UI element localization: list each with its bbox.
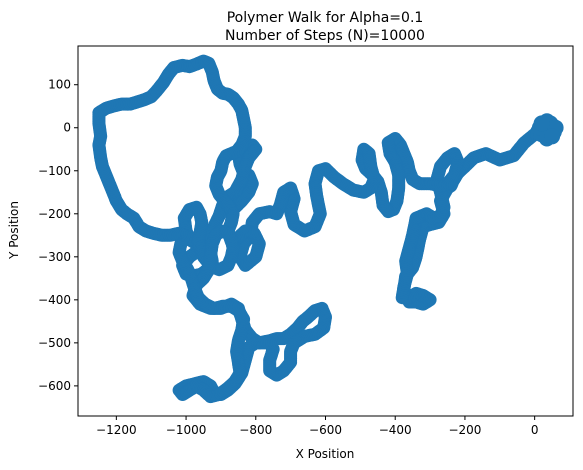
y-tick-label: −400 <box>38 293 71 307</box>
y-axis-label: Y Position <box>7 201 21 260</box>
y-tick-label: −500 <box>38 336 71 350</box>
y-tick-label: −200 <box>38 207 71 221</box>
x-tick-label: −1200 <box>96 423 137 437</box>
x-tick-label: 0 <box>531 423 539 437</box>
plot-area <box>92 54 564 404</box>
walk-point <box>225 214 239 228</box>
chart-subtitle: Number of Steps (N)=10000 <box>225 28 425 44</box>
x-tick-label: −800 <box>239 423 272 437</box>
x-tick-label: −400 <box>379 423 412 437</box>
y-tick-label: 100 <box>48 78 71 92</box>
x-axis-label: X Position <box>296 447 355 461</box>
x-tick-label: −1000 <box>166 423 207 437</box>
x-tick-label: −600 <box>309 423 342 437</box>
walk-point <box>544 128 561 145</box>
x-tick-label: −200 <box>448 423 481 437</box>
walk-point <box>533 115 550 132</box>
y-axis-ticks: −600 −500 −400 −300 −200 −100 0 100 <box>38 78 78 393</box>
x-axis-ticks: −1200 −1000 −800 −600 −400 −200 0 <box>96 416 538 437</box>
y-tick-label: −600 <box>38 379 71 393</box>
y-tick-label: 0 <box>63 121 71 135</box>
y-tick-label: −300 <box>38 250 71 264</box>
walk-path-points <box>92 54 564 404</box>
chart-title: Polymer Walk for Alpha=0.1 <box>227 10 424 26</box>
y-tick-label: −100 <box>38 164 71 178</box>
